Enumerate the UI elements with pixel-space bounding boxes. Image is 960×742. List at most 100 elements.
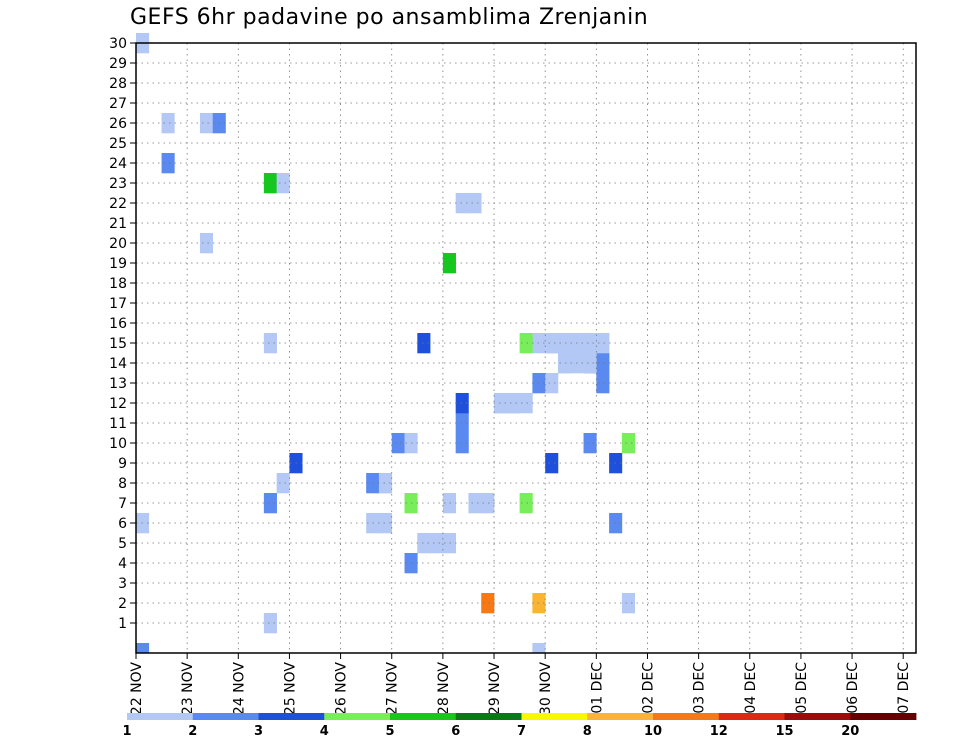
heatmap-cells xyxy=(136,33,635,654)
x-tick-label: 29 NOV xyxy=(487,662,503,716)
x-tick-label: 06 DEC xyxy=(845,662,861,714)
heatmap-cell xyxy=(455,193,469,214)
y-tick-label: 14 xyxy=(109,356,127,372)
colorbar: 1 2 3 4 5 6 7 8 10 12 15 20 xyxy=(122,713,917,739)
x-tick-label: 27 NOV xyxy=(385,662,401,716)
y-tick-label: 29 xyxy=(109,56,127,72)
heatmap-cell xyxy=(557,333,572,354)
heatmap-cell xyxy=(583,353,597,374)
x-tick-label: 28 NOV xyxy=(436,662,452,716)
heatmap-cell xyxy=(481,593,495,614)
colorbar-label: 1 xyxy=(122,724,131,739)
y-tick-label: 26 xyxy=(109,116,127,132)
y-tick-label: 15 xyxy=(109,336,127,352)
heatmap-cell xyxy=(276,473,290,494)
colorbar-swatch xyxy=(784,713,851,720)
heatmap-cell xyxy=(481,493,495,514)
y-tick-label: 16 xyxy=(109,316,127,332)
colorbar-label: 2 xyxy=(188,724,197,739)
x-axis: 22 NOV 23 NOV 24 NOV 25 NOV 26 NOV 27 NOV 28 N… xyxy=(129,653,912,715)
colorbar-swatch xyxy=(127,713,194,720)
x-tick-label: 04 DEC xyxy=(743,662,759,714)
heatmap-cell xyxy=(519,393,533,414)
colorbar-swatch xyxy=(390,713,457,720)
y-tick-label: 6 xyxy=(118,516,127,532)
y-tick-label: 8 xyxy=(118,476,127,492)
chart-title: GEFS 6hr padavine po ansamblima Zrenjani… xyxy=(130,5,649,30)
x-tick-label: 22 NOV xyxy=(129,662,145,716)
y-tick-label: 24 xyxy=(109,156,127,172)
x-tick-label: 03 DEC xyxy=(692,662,708,714)
heatmap-cell xyxy=(596,373,610,394)
y-tick-label: 10 xyxy=(109,436,127,452)
colorbar-swatch xyxy=(850,713,917,720)
y-tick-label: 30 xyxy=(109,36,127,52)
heatmap-cell xyxy=(442,533,456,554)
heatmap-cell xyxy=(596,353,610,374)
y-tick-label: 9 xyxy=(118,456,127,472)
y-tick-label: 28 xyxy=(109,76,127,92)
heatmap-cell xyxy=(263,173,277,194)
colorbar-swatch xyxy=(455,713,522,720)
x-tick-label: 30 NOV xyxy=(538,662,554,716)
colorbar-label: 3 xyxy=(254,724,263,739)
y-tick-label: 18 xyxy=(109,276,127,292)
heatmap-cell xyxy=(417,533,431,554)
y-tick-label: 5 xyxy=(118,536,127,552)
heatmap-cell xyxy=(263,333,277,354)
heatmap-cell xyxy=(519,333,533,354)
heatmap-cell xyxy=(519,493,533,514)
heatmap-cell xyxy=(621,593,635,614)
colorbar-swatch xyxy=(653,713,720,720)
y-tick-label: 4 xyxy=(118,556,127,572)
y-tick-label: 21 xyxy=(109,216,127,232)
colorbar-swatch xyxy=(324,713,391,720)
y-tick-label: 17 xyxy=(109,296,127,312)
colorbar-swatch xyxy=(521,713,588,720)
y-tick-label: 20 xyxy=(109,236,127,252)
heatmap-cell xyxy=(468,193,482,214)
x-tick-label: 05 DEC xyxy=(794,662,810,714)
heatmap-cell xyxy=(442,493,456,514)
plot-frame xyxy=(135,42,917,654)
y-tick-label: 12 xyxy=(109,396,127,412)
colorbar-label: 20 xyxy=(841,724,859,739)
heatmap-cell xyxy=(276,173,290,194)
colorbar-label: 5 xyxy=(385,724,394,739)
heatmap-cell xyxy=(417,333,431,354)
heatmap-cell xyxy=(583,433,597,454)
heatmap-cell xyxy=(430,533,444,554)
heatmap-cell xyxy=(263,613,277,634)
heatmap-cell xyxy=(621,433,635,454)
heatmap-cell xyxy=(494,393,508,414)
colorbar-swatch xyxy=(258,713,325,720)
colorbar-swatch xyxy=(192,713,259,720)
heatmap-cell xyxy=(545,333,559,354)
colorbar-label: 8 xyxy=(583,724,592,739)
heatmap-cell xyxy=(583,333,597,354)
heatmap-cell xyxy=(199,233,214,254)
heatmap-cell xyxy=(545,453,559,474)
heatmap-cell xyxy=(557,353,572,374)
y-tick-label: 23 xyxy=(109,176,127,192)
colorbar-label: 10 xyxy=(644,724,662,739)
heatmap-cell xyxy=(455,393,469,414)
heatmap-cell xyxy=(596,333,610,354)
heatmap-cell xyxy=(378,513,393,534)
colorbar-label: 12 xyxy=(710,724,728,739)
heatmap-cell xyxy=(161,113,175,134)
heatmap-cell xyxy=(442,253,456,274)
colorbar-label: 7 xyxy=(517,724,526,739)
heatmap-cell xyxy=(506,393,520,414)
heatmap-cell xyxy=(263,493,277,514)
colorbar-label: 4 xyxy=(320,724,329,739)
y-tick-label: 25 xyxy=(109,136,127,152)
y-tick-label: 2 xyxy=(118,596,127,612)
y-tick-label: 7 xyxy=(118,496,127,512)
heatmap-cell xyxy=(161,153,175,174)
colorbar-swatch xyxy=(718,713,785,720)
y-axis: 1234567891011121314151617181920212223242… xyxy=(109,36,136,632)
x-tick-label: 23 NOV xyxy=(180,662,196,716)
heatmap-cell xyxy=(468,493,482,514)
heatmap-cell xyxy=(391,433,405,454)
